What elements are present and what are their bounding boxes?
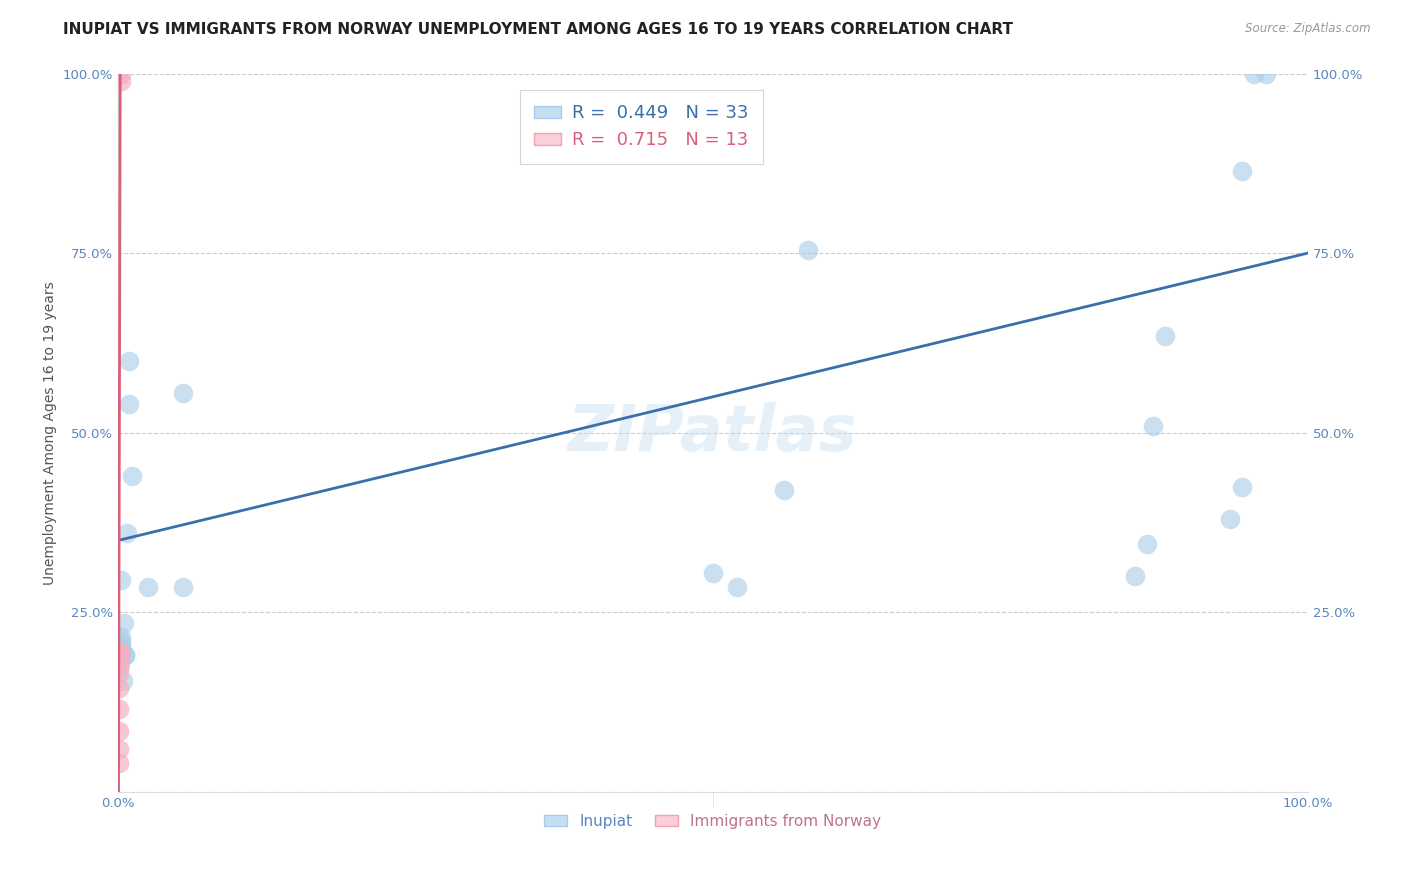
Point <box>117 526 139 541</box>
Point <box>1219 512 1241 526</box>
Point <box>114 648 136 663</box>
Point <box>108 666 131 681</box>
Point <box>108 723 131 738</box>
Point <box>773 483 796 498</box>
Point <box>110 631 132 645</box>
Point <box>108 659 131 673</box>
Text: Source: ZipAtlas.com: Source: ZipAtlas.com <box>1246 22 1371 36</box>
Point <box>108 742 131 756</box>
Point <box>110 634 132 648</box>
Point <box>1232 480 1254 494</box>
Point <box>111 673 134 688</box>
Point <box>108 702 131 716</box>
Point <box>110 652 132 666</box>
Point <box>1123 569 1146 583</box>
Point <box>1243 66 1265 80</box>
Point <box>117 397 139 411</box>
Point <box>108 756 131 771</box>
Point <box>110 573 132 587</box>
Point <box>110 73 132 87</box>
Point <box>108 652 131 666</box>
Text: ZIPatlas: ZIPatlas <box>568 401 858 464</box>
Point <box>110 645 132 659</box>
Point <box>702 566 724 580</box>
Point <box>110 638 132 652</box>
Point <box>110 645 132 659</box>
Legend: Inupiat, Immigrants from Norway: Inupiat, Immigrants from Norway <box>538 807 887 835</box>
Point <box>108 681 131 695</box>
Point <box>110 66 132 80</box>
Point <box>1232 163 1254 178</box>
Point <box>110 648 132 663</box>
Point <box>1154 328 1177 343</box>
Point <box>114 648 136 663</box>
Point <box>136 580 159 594</box>
Point <box>172 580 194 594</box>
Point <box>725 580 748 594</box>
Point <box>121 468 143 483</box>
Point <box>1254 66 1277 80</box>
Point <box>1136 537 1159 551</box>
Point <box>110 641 132 656</box>
Point <box>110 659 132 673</box>
Point <box>110 645 132 659</box>
Point <box>117 354 139 368</box>
Point <box>1142 418 1164 433</box>
Text: INUPIAT VS IMMIGRANTS FROM NORWAY UNEMPLOYMENT AMONG AGES 16 TO 19 YEARS CORRELA: INUPIAT VS IMMIGRANTS FROM NORWAY UNEMPL… <box>63 22 1014 37</box>
Point <box>797 243 820 257</box>
Point <box>112 616 135 631</box>
Y-axis label: Unemployment Among Ages 16 to 19 years: Unemployment Among Ages 16 to 19 years <box>44 281 58 584</box>
Point <box>172 386 194 401</box>
Point <box>110 645 132 659</box>
